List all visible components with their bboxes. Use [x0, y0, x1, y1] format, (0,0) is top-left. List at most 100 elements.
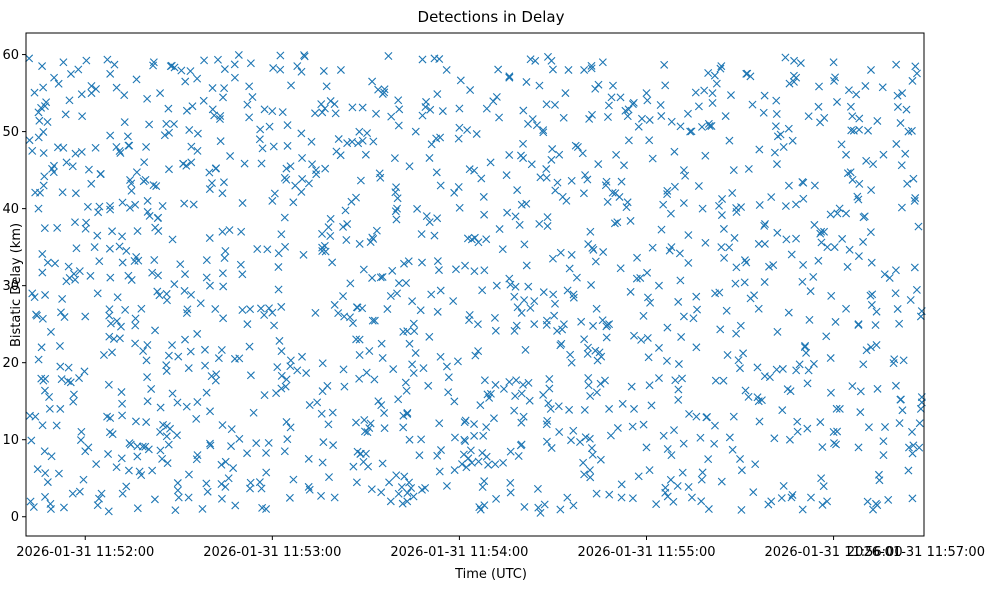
detection-marker [778, 406, 787, 415]
detection-marker [164, 104, 173, 113]
detection-marker [275, 336, 284, 345]
detection-marker [480, 477, 489, 486]
detection-marker [705, 122, 714, 131]
detection-marker [249, 408, 258, 417]
detection-marker [276, 51, 285, 60]
detection-marker [741, 386, 750, 395]
detection-marker [37, 343, 46, 352]
detection-marker [467, 458, 476, 467]
detection-marker [914, 222, 923, 231]
detection-marker [553, 326, 562, 335]
detection-marker [65, 96, 74, 105]
detection-marker [491, 326, 500, 335]
detection-marker [268, 308, 277, 317]
detection-marker [37, 103, 46, 112]
detection-marker [674, 297, 683, 306]
detection-marker [492, 494, 501, 503]
detection-marker [151, 223, 160, 232]
detection-marker [269, 142, 278, 151]
detection-marker [413, 204, 422, 213]
detection-marker [505, 377, 514, 386]
detection-marker [512, 321, 521, 330]
detection-marker [341, 206, 350, 215]
detection-marker [553, 178, 562, 187]
detection-marker [217, 479, 226, 488]
detection-marker [789, 77, 798, 86]
detection-marker [180, 199, 189, 208]
detection-marker [748, 100, 757, 109]
detection-marker [366, 419, 375, 428]
detection-marker [533, 484, 542, 493]
detection-marker [461, 437, 470, 446]
detection-marker [356, 176, 365, 185]
detection-marker [495, 225, 504, 234]
detection-marker [411, 127, 420, 136]
detection-marker [628, 494, 637, 503]
detection-marker [226, 152, 235, 161]
detection-marker [617, 177, 626, 186]
detection-marker [909, 441, 918, 450]
detection-marker [818, 500, 827, 509]
detection-marker [369, 234, 378, 243]
detection-marker [68, 162, 77, 171]
detection-marker [355, 350, 364, 359]
detection-marker [227, 442, 236, 451]
detection-marker [799, 194, 808, 203]
detection-marker [220, 65, 229, 74]
detection-marker [403, 488, 412, 497]
detection-marker [365, 346, 374, 355]
detection-marker [478, 286, 487, 295]
detection-marker [798, 277, 807, 286]
detection-marker [455, 123, 464, 132]
detection-marker [684, 483, 693, 491]
detection-marker [475, 503, 484, 512]
detection-marker [238, 306, 247, 314]
detection-marker [785, 435, 794, 444]
detection-marker [162, 422, 171, 431]
detection-marker [895, 319, 904, 328]
detection-marker [759, 108, 768, 117]
detection-marker [436, 352, 445, 361]
detection-marker [826, 210, 835, 219]
detection-marker [77, 147, 86, 156]
detection-marker [442, 362, 451, 371]
detection-marker [220, 254, 229, 263]
detection-marker [34, 355, 43, 364]
detection-marker [744, 392, 753, 401]
detection-marker [91, 143, 100, 152]
detection-marker [717, 211, 726, 220]
detection-marker [559, 320, 568, 329]
detection-marker [489, 414, 498, 423]
detection-marker [804, 112, 813, 121]
detection-marker [286, 362, 295, 371]
detection-marker [184, 470, 193, 479]
detection-marker [587, 61, 596, 70]
detection-marker [859, 213, 868, 222]
detection-marker [561, 89, 570, 98]
detection-marker [221, 246, 230, 255]
detection-marker [377, 488, 386, 497]
detection-marker [87, 82, 96, 90]
detection-marker [389, 365, 398, 374]
detection-marker [155, 291, 164, 300]
detection-marker [567, 436, 575, 445]
detection-marker [911, 62, 920, 71]
detection-marker [603, 320, 612, 329]
detection-marker [386, 497, 395, 506]
detection-marker [32, 310, 41, 319]
detection-marker [725, 136, 734, 145]
detection-marker [726, 91, 735, 100]
detection-marker [293, 62, 302, 71]
detection-marker [95, 494, 103, 503]
detection-marker [545, 375, 554, 383]
detection-marker [433, 307, 442, 316]
detection-marker [200, 56, 209, 65]
detection-marker [654, 374, 663, 383]
detection-marker [530, 320, 539, 329]
detection-marker [246, 371, 255, 380]
detection-marker [549, 290, 558, 299]
detection-marker [755, 145, 764, 154]
detection-marker [740, 256, 749, 265]
detection-marker [26, 497, 35, 506]
detection-marker [880, 270, 889, 279]
